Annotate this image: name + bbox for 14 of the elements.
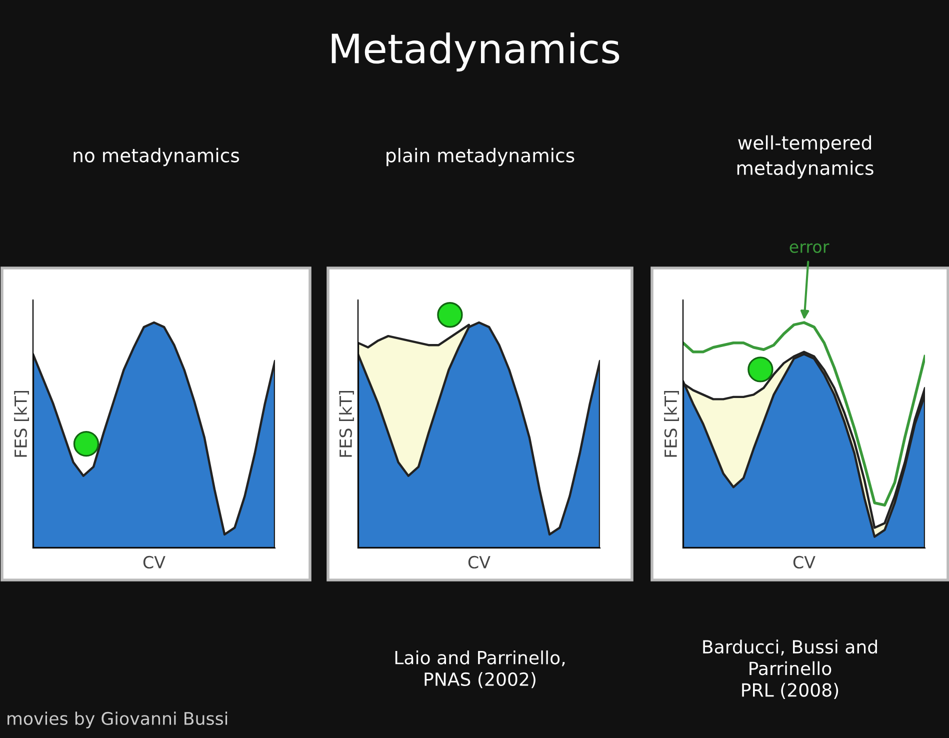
chart-title: plain metadynamics xyxy=(386,148,574,166)
y-axis-title: FES [kT] xyxy=(14,391,29,457)
x-axis-title: CV xyxy=(143,556,166,569)
x-axis-title: CV xyxy=(793,556,816,569)
y-axis-title: FES [kT] xyxy=(664,391,679,457)
text: error xyxy=(790,243,830,253)
x-axis-title: CV xyxy=(468,556,490,569)
text: movies by Giovanni Bussi xyxy=(8,712,228,728)
y-axis-title: FES [kT] xyxy=(339,391,354,457)
chart-title: no metadynamics xyxy=(74,148,240,166)
text: Barducci, Bussi and Parrinello PRL (2008) xyxy=(703,640,877,699)
text: Laio and Parrinello, PNAS (2002) xyxy=(395,650,565,688)
chart-title: well-tempered metadynamics xyxy=(737,135,874,179)
text: Metadynamics xyxy=(332,32,620,72)
